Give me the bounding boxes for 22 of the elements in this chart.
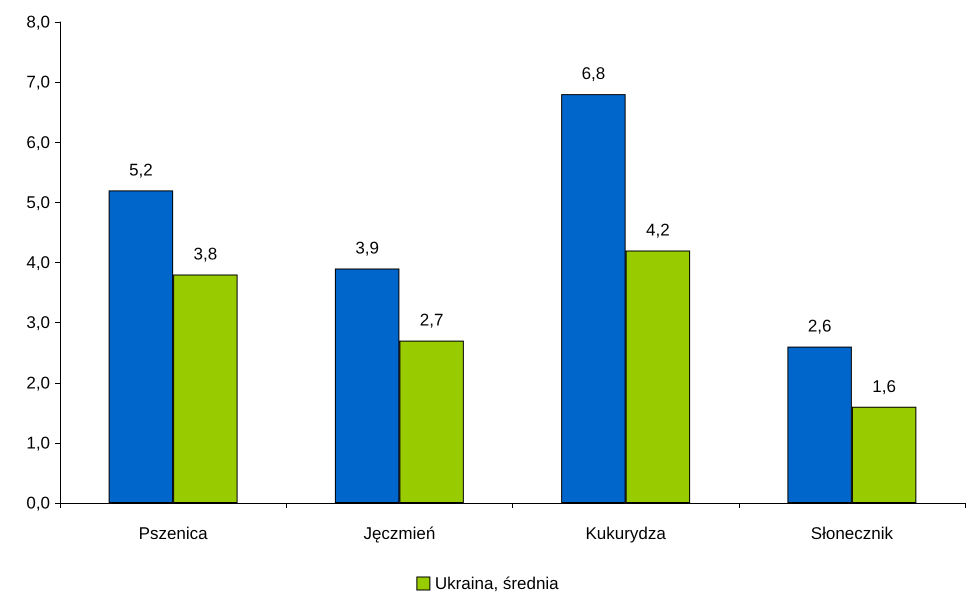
data-label: 3,9 [355,238,379,258]
data-label: 6,8 [582,64,606,84]
y-tick-label: 4,0 [26,253,50,272]
x-tick-label: Pszenica [138,524,208,543]
y-tick-label: 8,0 [26,12,50,32]
x-tick-label: Słonecznik [810,524,894,543]
data-label: 2,6 [808,316,832,336]
y-tick-label: 1,0 [26,433,50,452]
y-tick-label: 5,0 [26,192,50,212]
y-tick-label: 6,0 [26,132,50,152]
data-label: 5,2 [129,160,153,180]
y-tick-label: 7,0 [26,72,50,92]
y-tick-label: 3,0 [26,313,50,332]
x-tick-label: Jęczmień [363,524,436,543]
y-tick-label: 0,0 [26,494,50,512]
x-tick-label: Kukurydza [585,524,666,543]
data-label: 3,8 [194,244,218,264]
data-label: 1,6 [872,376,896,396]
data-label: 4,2 [646,220,670,240]
data-label: 2,7 [420,310,444,330]
legend-label: Ukraina, średnia [434,574,560,593]
y-tick-label: 2,0 [26,373,50,392]
